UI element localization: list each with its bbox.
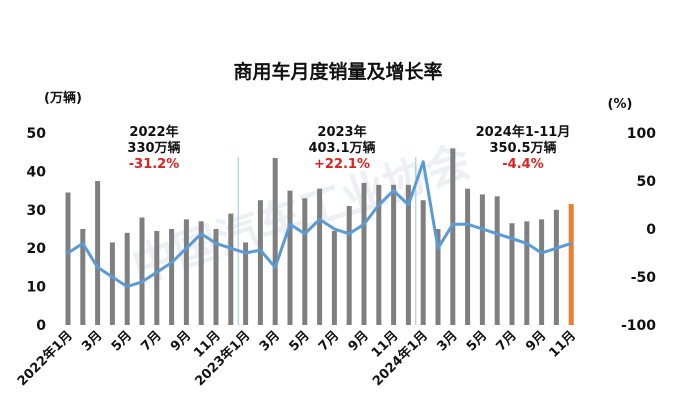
bar-3 xyxy=(109,242,115,325)
bar-31 xyxy=(524,221,530,325)
annotation-1-line-0: 2023年 xyxy=(317,124,366,140)
bar-13 xyxy=(257,200,263,325)
left-tick-3: 30 xyxy=(27,203,47,219)
left-tick-5: 50 xyxy=(27,126,47,142)
bar-32 xyxy=(539,219,545,325)
annotation-0-line-1: 330万辆 xyxy=(127,140,180,156)
bar-1 xyxy=(80,229,86,325)
x-tick-28: 5月 xyxy=(464,328,490,354)
x-tick-26: 3月 xyxy=(434,328,460,354)
x-tick-0: 2022年1月 xyxy=(14,328,76,390)
bar-19 xyxy=(346,205,352,325)
bar-9 xyxy=(198,221,204,325)
bar-2 xyxy=(95,181,101,325)
bar-4 xyxy=(124,232,130,325)
bar-25 xyxy=(435,229,441,325)
bar-17 xyxy=(317,188,323,325)
bar-26 xyxy=(450,148,456,325)
bar-20 xyxy=(361,182,367,325)
right-tick-1: -50 xyxy=(631,270,657,286)
left-tick-2: 20 xyxy=(27,241,47,257)
right-tick-4: 100 xyxy=(627,126,656,142)
bar-14 xyxy=(272,157,278,325)
right-axis-unit: (%) xyxy=(608,97,633,112)
bar-10 xyxy=(213,229,219,325)
bar-34 xyxy=(568,204,574,325)
bar-15 xyxy=(287,190,293,325)
bar-0 xyxy=(65,192,71,325)
growth-line xyxy=(66,160,573,289)
bar-21 xyxy=(376,184,382,325)
bar-series xyxy=(65,148,574,325)
chart-title: 商用车月度销量及增长率 xyxy=(233,60,442,83)
right-tick-3: 50 xyxy=(637,174,657,190)
bar-16 xyxy=(302,198,308,325)
bar-8 xyxy=(183,219,189,325)
bar-12 xyxy=(243,242,249,325)
left-tick-1: 10 xyxy=(27,280,47,296)
x-tick-16: 5月 xyxy=(286,328,312,354)
right-tick-0: -100 xyxy=(621,318,656,334)
x-tick-4: 5月 xyxy=(109,328,135,354)
annotation-0-line-0: 2022年 xyxy=(129,124,178,140)
bar-24 xyxy=(420,200,426,325)
bar-6 xyxy=(154,230,160,325)
bar-27 xyxy=(465,188,471,325)
bar-28 xyxy=(479,194,485,325)
annotation-0-change: -31.2% xyxy=(129,157,180,172)
x-tick-2: 3月 xyxy=(79,328,105,354)
annotation-1-change: +22.1% xyxy=(314,157,370,172)
annotation-2-line-0: 2024年1-11月 xyxy=(476,124,571,140)
bar-11 xyxy=(228,213,234,325)
x-tick-14: 3月 xyxy=(257,328,283,354)
annotation-2-change: -4.4% xyxy=(502,157,543,172)
left-axis-ticks: 0 10 20 30 40 50 xyxy=(27,126,47,334)
x-tick-18: 7月 xyxy=(316,328,342,354)
left-tick-0: 0 xyxy=(36,318,46,334)
bar-33 xyxy=(553,209,559,325)
bar-22 xyxy=(391,184,397,325)
bar-7 xyxy=(169,229,175,325)
right-tick-2: 0 xyxy=(646,222,656,238)
bar-5 xyxy=(139,217,145,325)
left-tick-4: 40 xyxy=(27,164,47,180)
annotation-2-line-1: 350.5万辆 xyxy=(489,140,556,156)
left-axis-unit: (万辆) xyxy=(44,90,82,106)
growth-line-series xyxy=(66,160,573,289)
bar-29 xyxy=(494,196,500,325)
bar-30 xyxy=(509,223,515,325)
x-tick-30: 7月 xyxy=(494,328,520,354)
bar-18 xyxy=(331,230,337,325)
bar-23 xyxy=(405,184,411,325)
x-tick-6: 7月 xyxy=(138,328,164,354)
x-tick-34: 11月 xyxy=(546,328,579,361)
annotation-1-line-1: 403.1万辆 xyxy=(308,140,375,156)
right-axis-ticks: -100 -50 0 50 100 xyxy=(621,126,656,334)
